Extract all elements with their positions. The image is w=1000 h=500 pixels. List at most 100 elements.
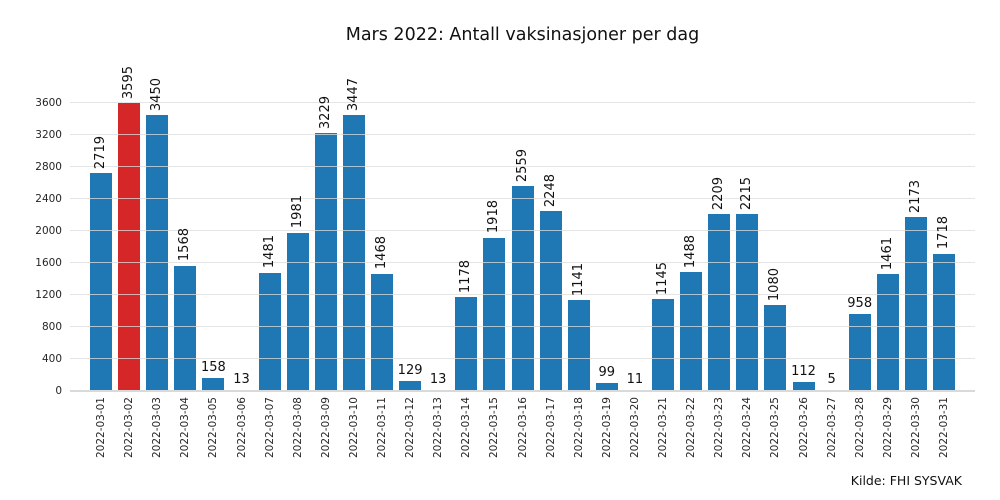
- bar: [708, 214, 731, 391]
- x-tick-label: 2022-03-26: [797, 397, 810, 459]
- x-tick-label: 2022-03-11: [375, 397, 388, 459]
- x-tick-label: 2022-03-30: [909, 397, 922, 459]
- x-tick-label: 2022-03-01: [94, 397, 107, 459]
- gridline: [70, 102, 975, 103]
- bar: [539, 211, 562, 391]
- bar: [680, 271, 703, 391]
- x-tick-label: 2022-03-28: [853, 397, 866, 459]
- bar-value-label: 2215: [739, 176, 755, 210]
- y-tick-label: 1200: [35, 289, 62, 301]
- gridline: [70, 326, 975, 327]
- bar: [174, 265, 197, 391]
- bar: [652, 299, 674, 391]
- x-tick-label: 2022-03-27: [825, 397, 838, 459]
- bar: [876, 274, 899, 391]
- bar-value-label: 2248: [542, 174, 558, 208]
- bar-value-label: 1178: [458, 259, 474, 293]
- bar: [933, 253, 955, 391]
- bar-value-label: 2559: [514, 149, 530, 183]
- bar: [736, 213, 759, 391]
- y-tick-label: 2400: [35, 193, 62, 205]
- gridline: [70, 134, 975, 135]
- x-tick-label: 2022-03-18: [572, 397, 585, 459]
- bar: [567, 299, 590, 391]
- bar-value-label: 1568: [177, 228, 193, 262]
- bar-value-label: 2719: [93, 136, 109, 170]
- y-tick-label: 400: [41, 353, 62, 365]
- gridline: [70, 166, 975, 167]
- bar: [483, 237, 506, 391]
- x-tick-label: 2022-03-06: [235, 397, 248, 459]
- bar-value-label: 158: [200, 360, 226, 376]
- x-tick-label: 2022-03-23: [713, 397, 726, 459]
- chart-title: Mars 2022: Antall vaksinasjoner per dag: [345, 25, 700, 45]
- bar-value-label: 1981: [289, 195, 305, 229]
- x-tick-label: 2022-03-14: [460, 397, 473, 459]
- gridline: [70, 358, 975, 359]
- x-tick-label: 2022-03-05: [207, 397, 220, 459]
- bar-value-label: 13: [233, 371, 250, 387]
- bar: [455, 296, 478, 391]
- y-tick-label: 800: [41, 321, 62, 333]
- bar: [371, 273, 393, 391]
- x-tick-label: 2022-03-12: [404, 397, 417, 459]
- bar: [399, 380, 422, 391]
- bar: [764, 304, 787, 391]
- bar-value-label: 5: [827, 372, 836, 387]
- x-axis-line: [70, 390, 975, 392]
- bar: [258, 272, 281, 391]
- bar-value-label: 1718: [936, 216, 952, 250]
- x-tick-label: 2022-03-24: [741, 397, 754, 459]
- bar-value-label: 1488: [683, 234, 699, 268]
- y-tick-label: 2800: [35, 161, 62, 173]
- bar: [792, 382, 815, 391]
- x-tick-label: 2022-03-13: [432, 397, 445, 459]
- x-tick-label: 2022-03-16: [516, 397, 529, 459]
- x-axis: 2022-03-01 2022-03-02 2022-03-03 2022-03-04…: [70, 397, 975, 482]
- bar: [202, 378, 225, 391]
- gridline: [70, 262, 975, 263]
- bar-value-label: 958: [847, 296, 873, 312]
- y-tick-label: 1600: [35, 257, 62, 269]
- bar-value-label: 3447: [346, 78, 362, 112]
- x-tick-label: 2022-03-10: [347, 397, 360, 459]
- x-tick-label: 2022-03-25: [769, 397, 782, 459]
- y-tick-label: 3600: [35, 97, 62, 109]
- bar: [90, 173, 112, 391]
- bar-value-label: 13: [429, 371, 447, 387]
- bar-value-label: 3450: [149, 77, 165, 111]
- bar-value-label: 99: [598, 365, 616, 381]
- y-tick-label: 0: [55, 385, 62, 397]
- x-tick-label: 2022-03-08: [291, 397, 304, 459]
- gridline: [70, 198, 975, 199]
- x-tick-label: 2022-03-17: [544, 397, 557, 459]
- bar: [342, 115, 365, 391]
- y-tick-label: 3200: [35, 129, 62, 141]
- source-annotation: Kilde: FHI SYSVAK: [850, 473, 962, 488]
- bar-value-label: 2209: [711, 177, 727, 211]
- bar-value-label: 1141: [570, 262, 586, 296]
- bar-value-label: 3229: [317, 95, 333, 129]
- bar-value-label: 112: [791, 364, 816, 380]
- bar: [848, 314, 871, 391]
- bar: [595, 383, 618, 391]
- x-tick-label: 2022-03-09: [319, 397, 332, 459]
- x-tick-label: 2022-03-22: [685, 397, 698, 459]
- plot-area: 2719 3595 3450 1568 158 13 1481 1981 3229 3447 146…: [70, 66, 975, 392]
- bar-value-label: 1461: [879, 237, 895, 271]
- x-tick-label: 2022-03-20: [628, 397, 641, 459]
- x-tick-label: 2022-03-21: [656, 397, 669, 459]
- bar-value-label: 2173: [908, 180, 924, 214]
- bar-value-label: 1080: [767, 267, 783, 301]
- gridline: [70, 294, 975, 295]
- x-tick-label: 2022-03-31: [937, 397, 950, 459]
- x-tick-label: 2022-03-03: [151, 397, 164, 459]
- bar-value-label: 129: [397, 362, 423, 378]
- bar: [286, 232, 309, 391]
- bar: [146, 115, 169, 391]
- bar-value-label: 1468: [374, 236, 390, 270]
- bar-value-label: 1481: [261, 235, 277, 269]
- bar: [118, 103, 141, 391]
- bar-value-label: 11: [626, 372, 644, 387]
